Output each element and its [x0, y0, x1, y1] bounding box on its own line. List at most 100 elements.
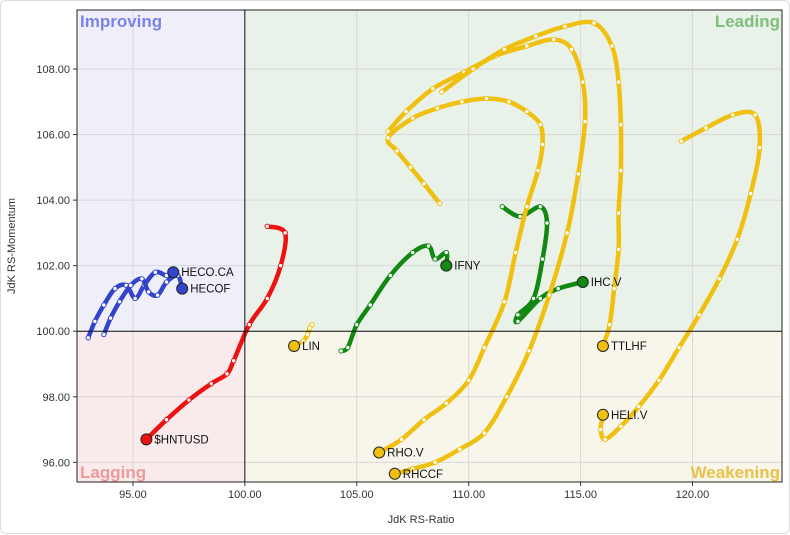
tail-point: [730, 112, 736, 118]
tail-point: [506, 99, 512, 105]
x-tick-label: 105.00: [340, 489, 374, 501]
tail-point: [410, 249, 416, 256]
tail-point: [107, 315, 114, 321]
head-marker-ihc-v: [576, 276, 589, 289]
tail-point: [537, 203, 543, 210]
tail-point: [598, 426, 604, 433]
tail-point: [526, 348, 532, 354]
head-marker-rho-v: [373, 446, 386, 459]
head-marker-heli-v: [596, 408, 609, 421]
tail-point: [618, 423, 624, 429]
tail-point: [504, 394, 510, 400]
quadrant-bg-bottom-right: [244, 331, 782, 482]
x-tick-label: 95.00: [119, 489, 147, 501]
tail-point: [676, 344, 682, 351]
tail-point: [535, 167, 541, 174]
tail-point: [407, 164, 414, 171]
tail-point: [443, 400, 449, 407]
series-label: $HNTUSD: [154, 434, 208, 446]
tail-point: [385, 135, 391, 141]
tail-point: [734, 236, 740, 243]
series-label: HELI.V: [611, 410, 648, 422]
tail-point: [403, 108, 409, 115]
tail-point: [562, 23, 568, 30]
tail-point: [546, 292, 552, 298]
tail-heco-ca: [85, 269, 176, 341]
tail-point: [145, 289, 152, 295]
series-label: RHCCF: [403, 469, 443, 481]
tail-point: [481, 344, 488, 351]
x-tick-label: 110.00: [452, 489, 485, 501]
tail-point: [611, 285, 617, 292]
tail-point: [747, 190, 754, 197]
head-marker-heco-ca: [167, 266, 180, 279]
tail-point: [499, 203, 505, 210]
tail-point: [152, 269, 159, 275]
tail-point: [434, 105, 441, 112]
tail-point: [618, 122, 624, 128]
tail-point: [656, 377, 662, 384]
tail-point: [752, 112, 758, 118]
x-axis-label: JdK RS-Ratio: [388, 514, 455, 526]
tail-point: [421, 417, 427, 423]
series-label: HECOF: [190, 284, 230, 296]
tail-ifny: [338, 243, 450, 354]
tail-point: [85, 335, 91, 341]
tail-point: [470, 66, 476, 72]
tail-point: [615, 210, 622, 216]
quadrant-label-weakening: Weakening: [691, 463, 780, 482]
tail-point: [457, 446, 463, 452]
quadrant-label-leading: Leading: [715, 12, 780, 31]
tail-point: [264, 223, 270, 230]
tail-point: [186, 397, 192, 403]
tail-point: [439, 89, 445, 95]
tail-point: [756, 144, 763, 151]
tail-point: [421, 181, 427, 187]
tail-point: [501, 299, 508, 305]
tail-point: [568, 46, 575, 53]
tail-point: [678, 138, 684, 144]
tail-point: [139, 276, 145, 282]
quadrant-bg-top-left: [77, 10, 245, 332]
tail-point: [430, 85, 436, 92]
tail-point: [304, 331, 311, 338]
head-marker-rhccf: [388, 467, 401, 480]
tail-point: [246, 321, 253, 328]
plot-border: [76, 9, 783, 483]
tail-point: [436, 200, 443, 207]
tail-point: [132, 295, 138, 302]
tail-point: [410, 115, 416, 121]
tail-point: [282, 230, 288, 236]
tail-point: [432, 459, 438, 466]
tail-point: [606, 321, 613, 328]
tail-point: [615, 79, 622, 85]
series-label: LIN: [302, 341, 320, 353]
y-tick-label: 100.00: [36, 326, 70, 338]
tail-point: [515, 312, 521, 318]
tail-point: [544, 220, 550, 226]
x-tick-label: 120.00: [676, 489, 710, 501]
tail-point: [703, 125, 709, 131]
quadrant-label-lagging: Lagging: [80, 463, 146, 482]
tail-point: [307, 325, 313, 331]
y-tick-label: 104.00: [36, 195, 70, 207]
tail-point: [163, 279, 170, 285]
tail-point: [354, 321, 360, 328]
tail-point: [539, 256, 546, 262]
tail-point: [208, 380, 214, 387]
tail-point: [524, 108, 530, 115]
tail-point: [530, 295, 537, 302]
tail-point: [277, 262, 284, 269]
tail-point: [609, 43, 615, 49]
tail-point: [483, 95, 490, 102]
quadrant-bg-bottom-left: [77, 331, 245, 482]
tail-point: [443, 249, 449, 256]
tail-point: [582, 118, 588, 125]
tail-point: [300, 338, 306, 344]
tail-point: [459, 99, 465, 105]
tail-point: [615, 246, 622, 252]
y-tick-label: 96.00: [42, 457, 70, 469]
tail-point: [533, 33, 539, 39]
